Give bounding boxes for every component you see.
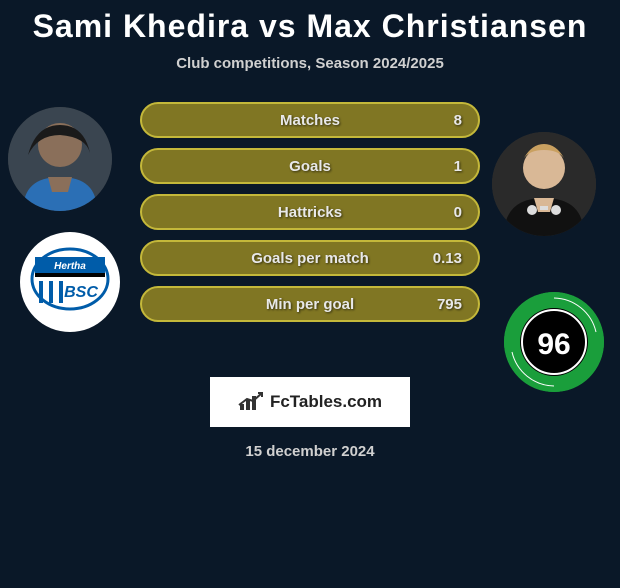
subtitle: Club competitions, Season 2024/2025	[0, 55, 620, 72]
stat-label: Goals per match	[251, 250, 369, 267]
stats-list: Matches 8 Goals 1 Hattricks 0 Goals per …	[140, 102, 480, 322]
stat-value: 8	[454, 112, 462, 129]
svg-text:Hertha: Hertha	[54, 261, 86, 272]
brand-text: FcTables.com	[270, 392, 382, 412]
svg-text:96: 96	[537, 328, 570, 361]
date-label: 15 december 2024	[0, 443, 620, 460]
stat-label: Hattricks	[278, 204, 342, 221]
stat-row: Goals per match 0.13	[140, 240, 480, 276]
stat-row: Hattricks 0	[140, 194, 480, 230]
club-right-logo: 96	[504, 292, 604, 392]
stat-value: 0.13	[433, 250, 462, 267]
chart-icon	[238, 392, 264, 412]
stat-row: Matches 8	[140, 102, 480, 138]
stat-label: Matches	[280, 112, 340, 129]
stat-value: 795	[437, 296, 462, 313]
stat-value: 1	[454, 158, 462, 175]
stat-label: Goals	[289, 158, 331, 175]
player-right-portrait	[492, 132, 596, 236]
stat-value: 0	[454, 204, 462, 221]
club-left-logo: Hertha BSC	[20, 232, 120, 332]
player-left-portrait	[8, 107, 112, 211]
stat-label: Min per goal	[266, 296, 354, 313]
comparison-panel: Hertha BSC 96 Matches 8 Goals 1 Hattrick…	[0, 102, 620, 322]
stat-row: Min per goal 795	[140, 286, 480, 322]
svg-text:BSC: BSC	[64, 284, 98, 301]
stat-row: Goals 1	[140, 148, 480, 184]
page-title: Sami Khedira vs Max Christiansen	[0, 8, 620, 45]
brand-badge: FcTables.com	[210, 377, 410, 427]
